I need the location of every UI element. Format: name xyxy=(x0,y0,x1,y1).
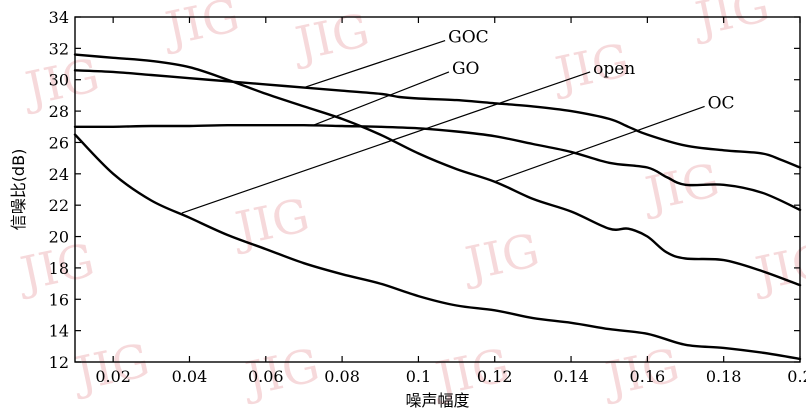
y-tick-label: 26 xyxy=(49,133,69,152)
y-tick-label: 20 xyxy=(49,228,69,247)
leader-line-open xyxy=(181,71,591,214)
y-tick-label: 28 xyxy=(49,102,69,121)
x-axis-title: 噪声幅度 xyxy=(405,391,469,410)
series-layer xyxy=(73,53,802,361)
series-line-open xyxy=(73,133,802,361)
watermark-text: JIG xyxy=(637,153,724,222)
watermark-text: JIG xyxy=(687,0,774,47)
plot-frame xyxy=(74,16,801,363)
x-tick-label: 0.16 xyxy=(630,367,666,386)
y-tick-label: 34 xyxy=(49,8,69,27)
watermark-text: JIG xyxy=(287,3,374,72)
y-tick-label: 14 xyxy=(49,322,69,341)
watermark-text: JIG xyxy=(457,223,544,292)
leader-line-oc xyxy=(494,105,705,183)
x-tick-label: 0.12 xyxy=(477,367,513,386)
y-tick-label: 32 xyxy=(49,39,69,58)
series-line-go xyxy=(73,123,802,212)
y-tick-label: 22 xyxy=(49,196,69,215)
leader-line-goc xyxy=(303,39,446,89)
watermark-text: JIG xyxy=(747,233,806,302)
x-tick-label: 0.02 xyxy=(95,367,131,386)
y-axis-title: 信噪比(dB) xyxy=(9,149,28,231)
x-tick-label: 0.06 xyxy=(248,367,284,386)
x-tick-label: 0.18 xyxy=(706,367,742,386)
x-tick-label: 0.14 xyxy=(553,367,589,386)
leader-line-go xyxy=(311,71,450,127)
watermark-text: JIG xyxy=(157,0,244,57)
y-tick-label: 12 xyxy=(49,353,69,372)
annotation-label-oc: OC xyxy=(708,93,735,113)
y-tick-label: 18 xyxy=(49,259,69,278)
axes: 0.02 0.04 0.06 0.08 0.1 0.12 0.14 0.16 0.18 0.2 12… xyxy=(49,8,806,386)
annotation-label-go: GO xyxy=(452,59,480,79)
y-tick-label: 16 xyxy=(49,290,69,309)
x-tick-label: 0.08 xyxy=(324,367,360,386)
series-line-goc xyxy=(73,69,802,169)
watermark-text: JIG xyxy=(227,188,314,257)
annotation-layer: GOC GO open OC xyxy=(181,28,735,214)
y-tick-label: 24 xyxy=(49,165,69,184)
annotation-label-goc: GOC xyxy=(448,28,489,48)
x-tick-label: 0.1 xyxy=(406,367,431,386)
x-tick-label: 0.04 xyxy=(172,367,208,386)
x-tick-label: 0.2 xyxy=(787,367,806,386)
annotation-label-open: open xyxy=(593,59,635,79)
y-tick-label: 30 xyxy=(49,71,69,90)
series-line-oc xyxy=(73,53,802,287)
